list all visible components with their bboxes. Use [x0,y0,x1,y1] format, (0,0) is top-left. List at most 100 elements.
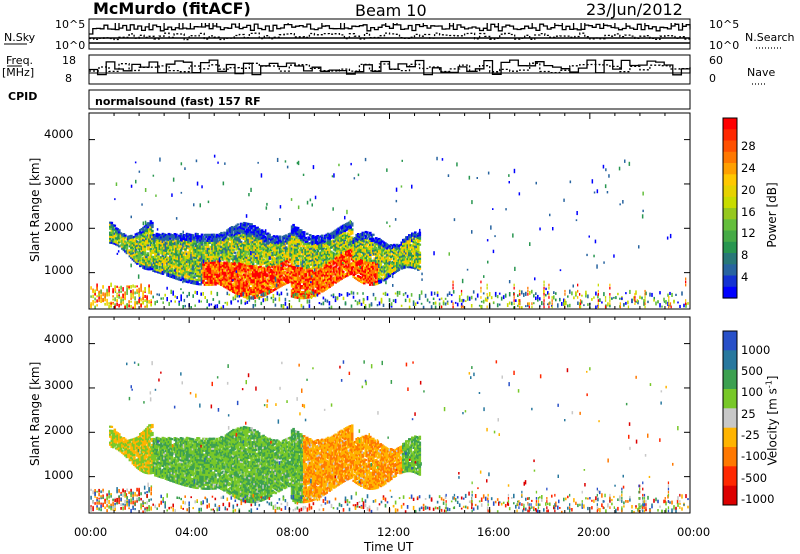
power-echo-cell [199,251,202,254]
power-echo-cell [251,231,255,234]
power-echo-cell [175,275,178,278]
power-echo-cell [262,266,265,269]
power-echo-cell [278,263,282,266]
power-echo-cell [394,264,398,267]
power-echo-cell [418,257,422,260]
power-echo-cell [239,282,243,285]
power-echo-cell [236,231,240,234]
power-echo-cell [415,250,419,253]
power-echo-cell [280,244,283,247]
power-echo-cell [414,241,417,244]
power-echo-cell [325,287,328,290]
power-echo-cell [128,243,132,246]
power-echo-cell [328,279,331,282]
power-echo-cell [268,249,271,252]
power-echo-cell [134,243,138,246]
power-echo-cell [350,270,354,273]
power-echo-cell [191,252,195,255]
power-echo-cell [253,281,256,284]
power-echo-cell [338,254,342,257]
power-echo-cell [176,268,180,271]
power-echo-cell [275,275,279,278]
power-echo-cell [223,239,226,242]
power-echo-cell [307,292,310,295]
power-echo-cell [176,274,180,277]
power-echo-cell [391,246,395,249]
power-echo-cell [136,236,139,239]
power-echo-cell [212,253,216,256]
power-echo-cell [102,285,104,288]
power-echo-cell [350,240,354,243]
power-echo-cell [341,274,345,277]
power-echo-cell [244,268,247,271]
power-echo-cell [275,265,279,268]
power-echo-cell [350,254,354,257]
power-echo-cell [337,237,340,240]
power-echo-cell [199,257,202,260]
power-echo-cell [293,256,297,259]
power-echo-cell [256,258,259,261]
power-echo-cell [329,282,333,285]
power-echo-cell [226,263,229,266]
power-echo-cell [122,233,126,236]
power-echo-cell [414,243,417,246]
power-echo-cell [176,256,180,259]
power-echo-cell [170,246,174,249]
power-echo-cell [317,242,321,245]
power-echo-cell [263,252,267,255]
power-echo-cell [340,257,343,260]
power-echo-cell [350,256,354,259]
power-echo-cell [223,245,226,248]
power-echo-cell [185,268,189,271]
power-echo-cell [305,292,309,295]
power-echo-cell [358,236,361,239]
power-echo-cell [120,290,122,293]
power-echo-cell [259,261,262,264]
power-echo-cell [250,261,253,264]
power-echo-cell [235,268,238,271]
power-echo-cell [263,236,267,239]
power-echo-cell [146,230,150,233]
power-echo-cell [114,288,116,292]
power-echo-cell [308,260,312,263]
power-echo-cell [145,241,148,245]
power-echo-cell [108,302,110,305]
power-echo-cell [217,274,220,277]
power-echo-cell [215,281,219,284]
power-echo-cell [287,265,291,268]
power-echo-cell [355,269,358,273]
power-echo-cell [326,236,330,239]
power-echo-cell [155,254,159,257]
power-echo-cell [218,277,222,280]
power-echo-cell [148,224,151,227]
power-echo-cell [642,191,644,196]
power-echo-cell [361,239,365,242]
power-echo-cell [298,267,301,270]
power-echo-cell [287,253,291,256]
power-echo-cell [110,239,114,242]
power-echo-cell [197,259,201,262]
power-echo-cell [157,263,160,266]
power-echo-cell [175,245,178,248]
power-echo-cell [152,295,154,299]
power-echo-cell [244,270,247,273]
power-echo-cell [323,242,327,245]
power-echo-cell [317,274,321,277]
power-echo-cell [328,247,331,250]
power-echo-cell [397,258,401,262]
power-echo-cell [245,234,249,237]
power-echo-cell [379,247,383,250]
power-echo-cell [295,272,298,275]
power-echo-cell [259,241,262,244]
power-echo-cell [157,245,160,248]
power-echo-cell [236,279,240,282]
power-echo-cell [172,276,175,279]
power-echo-cell [305,248,309,251]
power-echo-cell [277,240,280,243]
power-echo-cell [187,273,190,276]
power-echo-cell [313,262,316,265]
power-echo-cell [411,264,414,267]
power-echo-cell [166,286,168,290]
power-echo-cell [215,265,219,268]
power-echo-cell [109,223,112,226]
